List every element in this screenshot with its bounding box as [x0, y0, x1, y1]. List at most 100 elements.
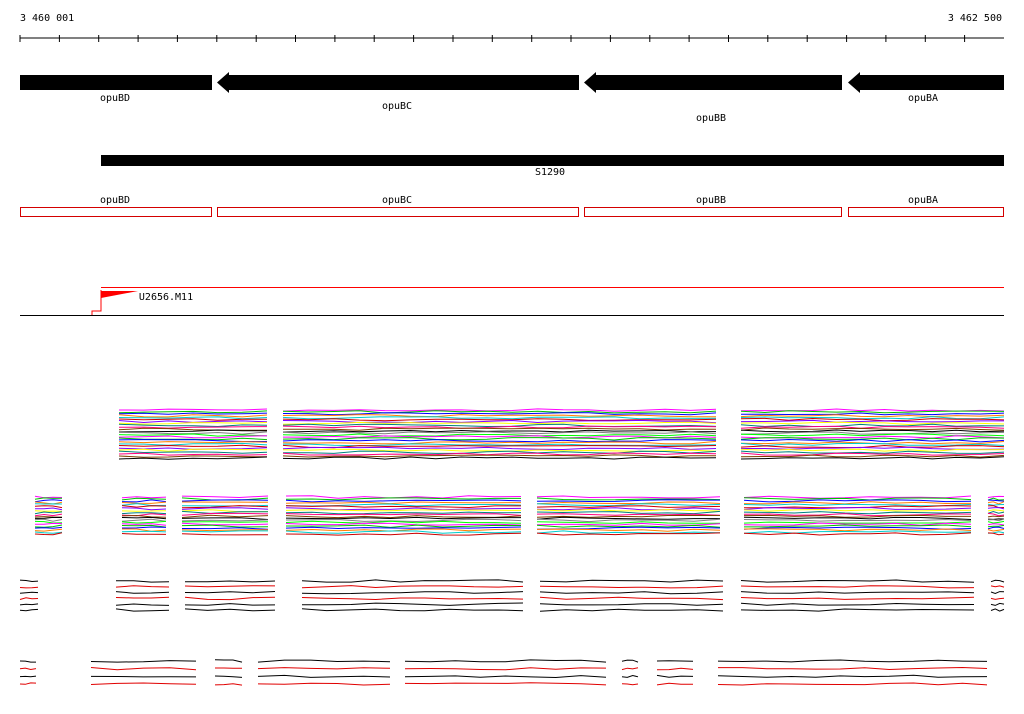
expression-trace [90, 667, 197, 671]
expression-trace [404, 667, 607, 671]
expression-trace [301, 585, 524, 589]
expression-trace [115, 608, 170, 612]
expression-bundle-c2 [184, 580, 276, 612]
expression-trace [282, 439, 717, 443]
expression-trace [121, 516, 167, 520]
expression-trace [285, 520, 522, 524]
transcript-track [101, 155, 1004, 166]
expression-trace [282, 414, 717, 418]
expression-trace [34, 511, 63, 515]
expression-trace [34, 520, 63, 524]
expression-trace [740, 579, 975, 583]
expression-trace [285, 509, 522, 512]
expression-trace [19, 660, 36, 663]
expression-trace [184, 603, 276, 606]
expression-bundle-b0 [34, 495, 63, 536]
expression-trace [282, 410, 717, 414]
expression-trace [987, 506, 1005, 510]
expression-trace [282, 446, 717, 451]
expression-trace [743, 518, 972, 522]
expression-trace [90, 660, 197, 663]
outline-label-opuBD: opuBD [99, 195, 131, 206]
expression-bundle-a0 [118, 408, 268, 460]
gene-arrow-opuBA [848, 72, 1004, 93]
expression-trace [743, 524, 972, 528]
expression-trace [987, 520, 1005, 524]
expression-trace [740, 417, 1005, 422]
expression-bundle-a2 [740, 408, 1005, 460]
expression-trace [282, 421, 717, 425]
expression-trace [536, 508, 721, 512]
expression-trace [743, 530, 972, 534]
expression-trace [740, 423, 1005, 428]
expression-trace [121, 518, 167, 522]
expression-trace [184, 608, 276, 612]
expression-trace [987, 505, 1005, 509]
tss-label: U2656.M11 [138, 292, 194, 303]
expression-trace [181, 499, 269, 502]
expression-trace [987, 499, 1005, 502]
expression-trace [19, 608, 39, 612]
expression-trace [118, 422, 268, 425]
ruler-track [19, 35, 1004, 42]
expression-trace [115, 596, 170, 599]
expression-trace [621, 667, 639, 671]
expression-trace [282, 431, 717, 435]
expression-trace [34, 497, 63, 500]
expression-trace [536, 522, 721, 526]
expression-trace [536, 515, 720, 518]
expression-trace [285, 501, 522, 505]
expression-trace [536, 513, 721, 516]
expression-trace [717, 659, 988, 663]
expression-trace [181, 510, 268, 514]
expression-trace [743, 526, 972, 530]
expression-trace [285, 532, 522, 536]
expression-trace [536, 510, 721, 515]
expression-trace [743, 516, 972, 520]
expression-trace [621, 659, 639, 663]
expression-bundle-d0 [19, 660, 37, 685]
expression-trace [740, 412, 1005, 416]
expression-trace [740, 416, 1005, 420]
expression-trace [717, 682, 988, 686]
expression-trace [404, 682, 607, 686]
expression-trace [987, 528, 1005, 532]
expression-trace [282, 425, 717, 429]
expression-trace [257, 667, 391, 670]
expression-tracks [19, 408, 1005, 686]
expression-trace [282, 418, 717, 422]
expression-trace [536, 507, 721, 511]
expression-trace [987, 501, 1005, 505]
expression-trace [740, 421, 1005, 426]
expression-trace [19, 667, 37, 671]
expression-bundle-c1 [115, 580, 170, 612]
expression-trace [118, 441, 268, 444]
expression-trace [987, 532, 1005, 536]
gene-arrow-opuBB [584, 72, 842, 93]
expression-bundle-d7 [717, 659, 988, 686]
expression-trace [282, 433, 717, 437]
expression-trace [718, 666, 988, 671]
expression-trace [536, 532, 721, 536]
expression-trace [282, 416, 717, 420]
expression-trace [181, 517, 269, 520]
expression-trace [536, 528, 721, 532]
expression-trace [34, 528, 63, 532]
expression-trace [536, 530, 721, 534]
gene-outline-box-opuBD [20, 207, 212, 217]
expression-trace [118, 435, 268, 439]
expression-trace [987, 526, 1005, 530]
expression-trace [184, 591, 276, 594]
expression-trace [282, 440, 717, 445]
expression-trace [121, 507, 167, 511]
expression-trace [990, 585, 1005, 588]
expression-trace [283, 435, 717, 439]
expression-trace [987, 524, 1005, 528]
expression-bundle-c3 [301, 579, 524, 612]
expression-trace [990, 591, 1005, 595]
expression-trace [987, 509, 1005, 512]
outline-label-opuBC: opuBC [381, 195, 413, 206]
expression-bundle-c0 [19, 579, 39, 612]
expression-trace [282, 452, 717, 456]
expression-trace [743, 514, 971, 518]
